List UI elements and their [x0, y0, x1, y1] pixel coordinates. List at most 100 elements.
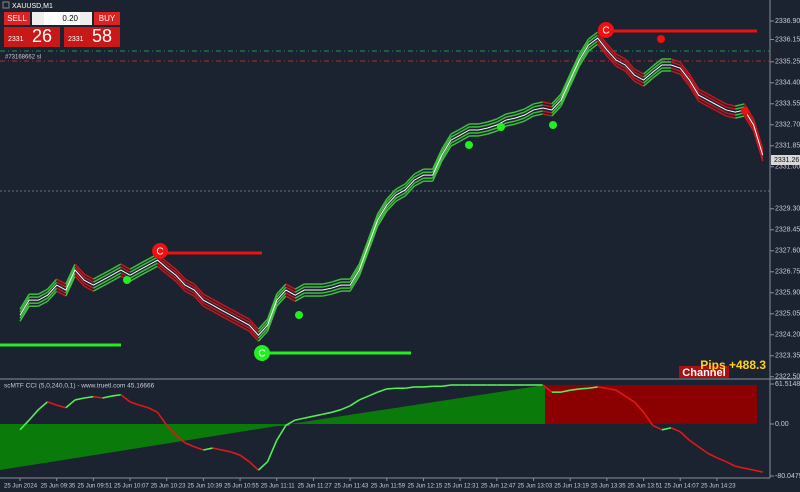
line-segment [652, 70, 663, 79]
line-segment [175, 280, 186, 292]
line-segment [551, 102, 562, 114]
line-segment [441, 384, 452, 388]
line-segment [661, 427, 672, 431]
line-segment [46, 278, 58, 290]
x-tick-label: 25 Jun 09:35 [41, 484, 76, 490]
buy-price-box[interactable] [64, 27, 120, 47]
line-segment [459, 135, 470, 142]
line-segment [93, 273, 103, 280]
line-segment [570, 388, 580, 391]
line-segment [129, 401, 140, 406]
line-segment [579, 387, 589, 390]
line-segment [285, 283, 296, 290]
line-segment [93, 285, 103, 292]
line-segment [111, 393, 121, 397]
lot-input[interactable] [44, 12, 80, 25]
line-segment [230, 317, 241, 324]
line-segment [294, 292, 305, 299]
line-segment [743, 103, 755, 120]
line-segment [386, 197, 397, 209]
line-segment [37, 401, 49, 411]
line-segment [560, 73, 571, 95]
line-segment [376, 198, 388, 215]
line-segment [698, 97, 709, 104]
y-tick-label: 2334.40 [775, 80, 800, 87]
line-segment [175, 271, 186, 283]
line-segment [221, 312, 232, 319]
y-tick-label: 2325.90 [775, 290, 800, 297]
line-segment [221, 449, 232, 453]
line-segment [65, 263, 76, 285]
line-segment [578, 47, 590, 64]
sell-price-small: 2331 [8, 36, 24, 43]
line-segment [487, 118, 498, 123]
line-segment [679, 61, 691, 75]
line-segment [65, 275, 76, 297]
line-segment [643, 77, 654, 87]
line-segment [358, 241, 370, 268]
line-segment [386, 188, 397, 200]
lot-down[interactable] [32, 12, 44, 25]
line-segment [450, 140, 461, 147]
line-segment [569, 65, 581, 87]
line-segment [496, 116, 507, 123]
line-segment [542, 104, 553, 108]
symbol-icon [2, 1, 10, 9]
line-segment [450, 137, 461, 144]
line-segment [74, 272, 85, 284]
line-segment [670, 61, 681, 66]
line-segment [138, 270, 149, 277]
line-segment [450, 128, 461, 135]
line-segment [533, 101, 543, 105]
line-segment [624, 70, 635, 82]
line-segment [478, 121, 488, 125]
line-segment [707, 452, 718, 459]
line-segment [93, 276, 103, 283]
line-segment [257, 330, 269, 342]
line-segment [624, 58, 635, 70]
line-segment [386, 191, 397, 203]
y-tick-label: 2328.45 [775, 227, 800, 234]
line-segment [212, 447, 222, 451]
line-segment [634, 71, 644, 78]
line-segment [688, 82, 700, 99]
x-tick-label: 25 Jun 2024 [4, 484, 38, 490]
line-segment [129, 272, 140, 279]
line-segment [248, 330, 259, 342]
line-segment [203, 296, 213, 303]
line-segment [148, 265, 158, 272]
line-segment [184, 278, 195, 285]
line-segment [642, 411, 654, 426]
line-segment [257, 321, 269, 333]
sell-price-box[interactable] [4, 27, 60, 47]
line-segment [239, 316, 250, 323]
line-segment [322, 290, 332, 294]
y-tick-label: 2335.25 [775, 59, 800, 66]
line-segment [83, 282, 94, 289]
line-segment [707, 93, 718, 100]
line-segment [624, 61, 635, 73]
line-segment [404, 176, 415, 188]
x-tick-label: 25 Jun 10:39 [187, 484, 222, 490]
line-segment [597, 40, 608, 54]
line-segment [376, 210, 388, 227]
line-segment [257, 461, 269, 471]
line-segment [294, 417, 305, 421]
sell-button[interactable] [4, 12, 30, 25]
line-segment [340, 405, 351, 411]
line-segment [624, 67, 635, 79]
line-segment [102, 395, 112, 399]
line-segment [102, 277, 113, 284]
line-segment [752, 118, 764, 150]
line-segment [111, 275, 122, 282]
line-segment [413, 180, 424, 187]
lot-up[interactable] [80, 12, 92, 25]
line-segment [276, 292, 287, 304]
channel-label: Channel [682, 367, 725, 379]
line-segment [93, 395, 103, 399]
line-segment [120, 266, 131, 273]
line-segment [698, 446, 709, 454]
buy-button[interactable] [94, 12, 120, 25]
line-segment [514, 120, 525, 125]
line-segment [670, 427, 681, 433]
